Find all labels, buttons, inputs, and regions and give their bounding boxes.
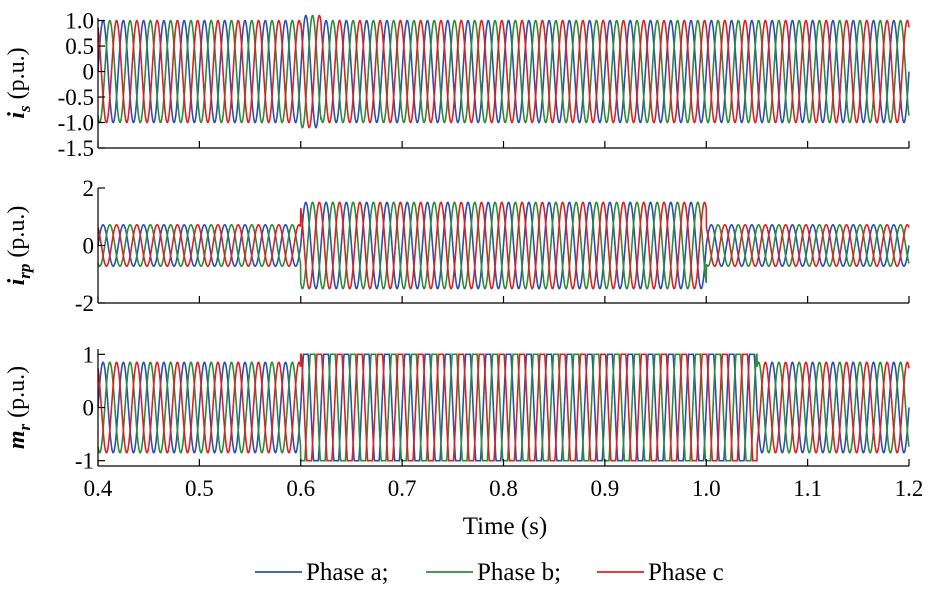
y-axis-label-subscript: rp (15, 264, 34, 279)
x-tick-label: 0.6 (286, 476, 315, 501)
y-tick-label: 0 (83, 396, 95, 421)
panel-1-phase-c-line (97, 14, 910, 129)
y-tick-label: -0.5 (58, 85, 94, 110)
panel-2-phase-c-line (97, 201, 910, 290)
y-tick-label: -1.5 (58, 136, 94, 161)
x-tick-label: 0.9 (591, 476, 620, 501)
y-axis-label-unit: (p.u.) (4, 47, 30, 105)
y-axis-label-symbol: i (4, 278, 30, 285)
y-tick-label: 2 (83, 176, 95, 201)
y-tick-label: 0 (83, 234, 95, 259)
x-tick-label: 0.7 (388, 476, 417, 501)
x-axis-label: Time (s) (463, 513, 548, 540)
y-tick-label: 0 (83, 60, 95, 85)
x-tick-label: 0.5 (185, 476, 214, 501)
panel-3-y-axis-label: mr (p.u.) (4, 366, 34, 449)
x-tick-label: 1.0 (692, 476, 721, 501)
x-tick-label: 0.4 (84, 476, 113, 501)
y-axis-label-symbol: i (4, 112, 30, 119)
y-tick-label: -2 (75, 291, 94, 316)
legend-label-phase-a: Phase a; (306, 559, 389, 586)
y-axis-label-subscript: r (15, 423, 34, 430)
y-axis-label-unit: (p.u.) (4, 206, 30, 264)
panel-1-y-axis-label: is (p.u.) (4, 47, 34, 118)
x-tick-label: 0.8 (489, 476, 518, 501)
y-tick-label: 1.0 (65, 9, 94, 34)
panel-2-phase-a-line (97, 201, 910, 290)
legend-label-phase-c: Phase c (648, 559, 724, 586)
legend-label-phase-b: Phase b; (477, 559, 561, 586)
y-tick-label: -1 (75, 449, 94, 474)
panel-1-phase-b-line (97, 14, 910, 129)
legend: Phase a; Phase b; Phase c (255, 559, 724, 586)
panel-2-phase-b-line (97, 201, 910, 290)
panel-3-phase-c-line (97, 353, 910, 462)
panel-2: 2 0 -2 irp (p.u.) (4, 176, 910, 316)
x-tick-label: 1.1 (793, 476, 822, 501)
y-tick-label: 0.5 (65, 34, 94, 59)
panel-1-phase-a-line (97, 14, 910, 129)
panel-1: 1.00.50-0.5-1.0-1.5 is (p.u.) (4, 9, 910, 161)
panel-3: 1 0 -10.4 0.5 0.6 0.7 0.8 0.9 1.0 1.1 1.2 mr (p.u.) (4, 342, 923, 501)
y-axis-label-unit: (p.u.) (4, 366, 30, 424)
x-tick-label: 1.2 (895, 476, 924, 501)
y-tick-label: -1.0 (58, 111, 94, 136)
y-axis-label-symbol: m (4, 430, 30, 449)
panel-3-phase-a-line (97, 353, 910, 462)
y-tick-label: 1 (83, 342, 95, 367)
y-axis-label-subscript: s (15, 105, 34, 113)
panel-2-y-axis-label: irp (p.u.) (4, 206, 34, 286)
